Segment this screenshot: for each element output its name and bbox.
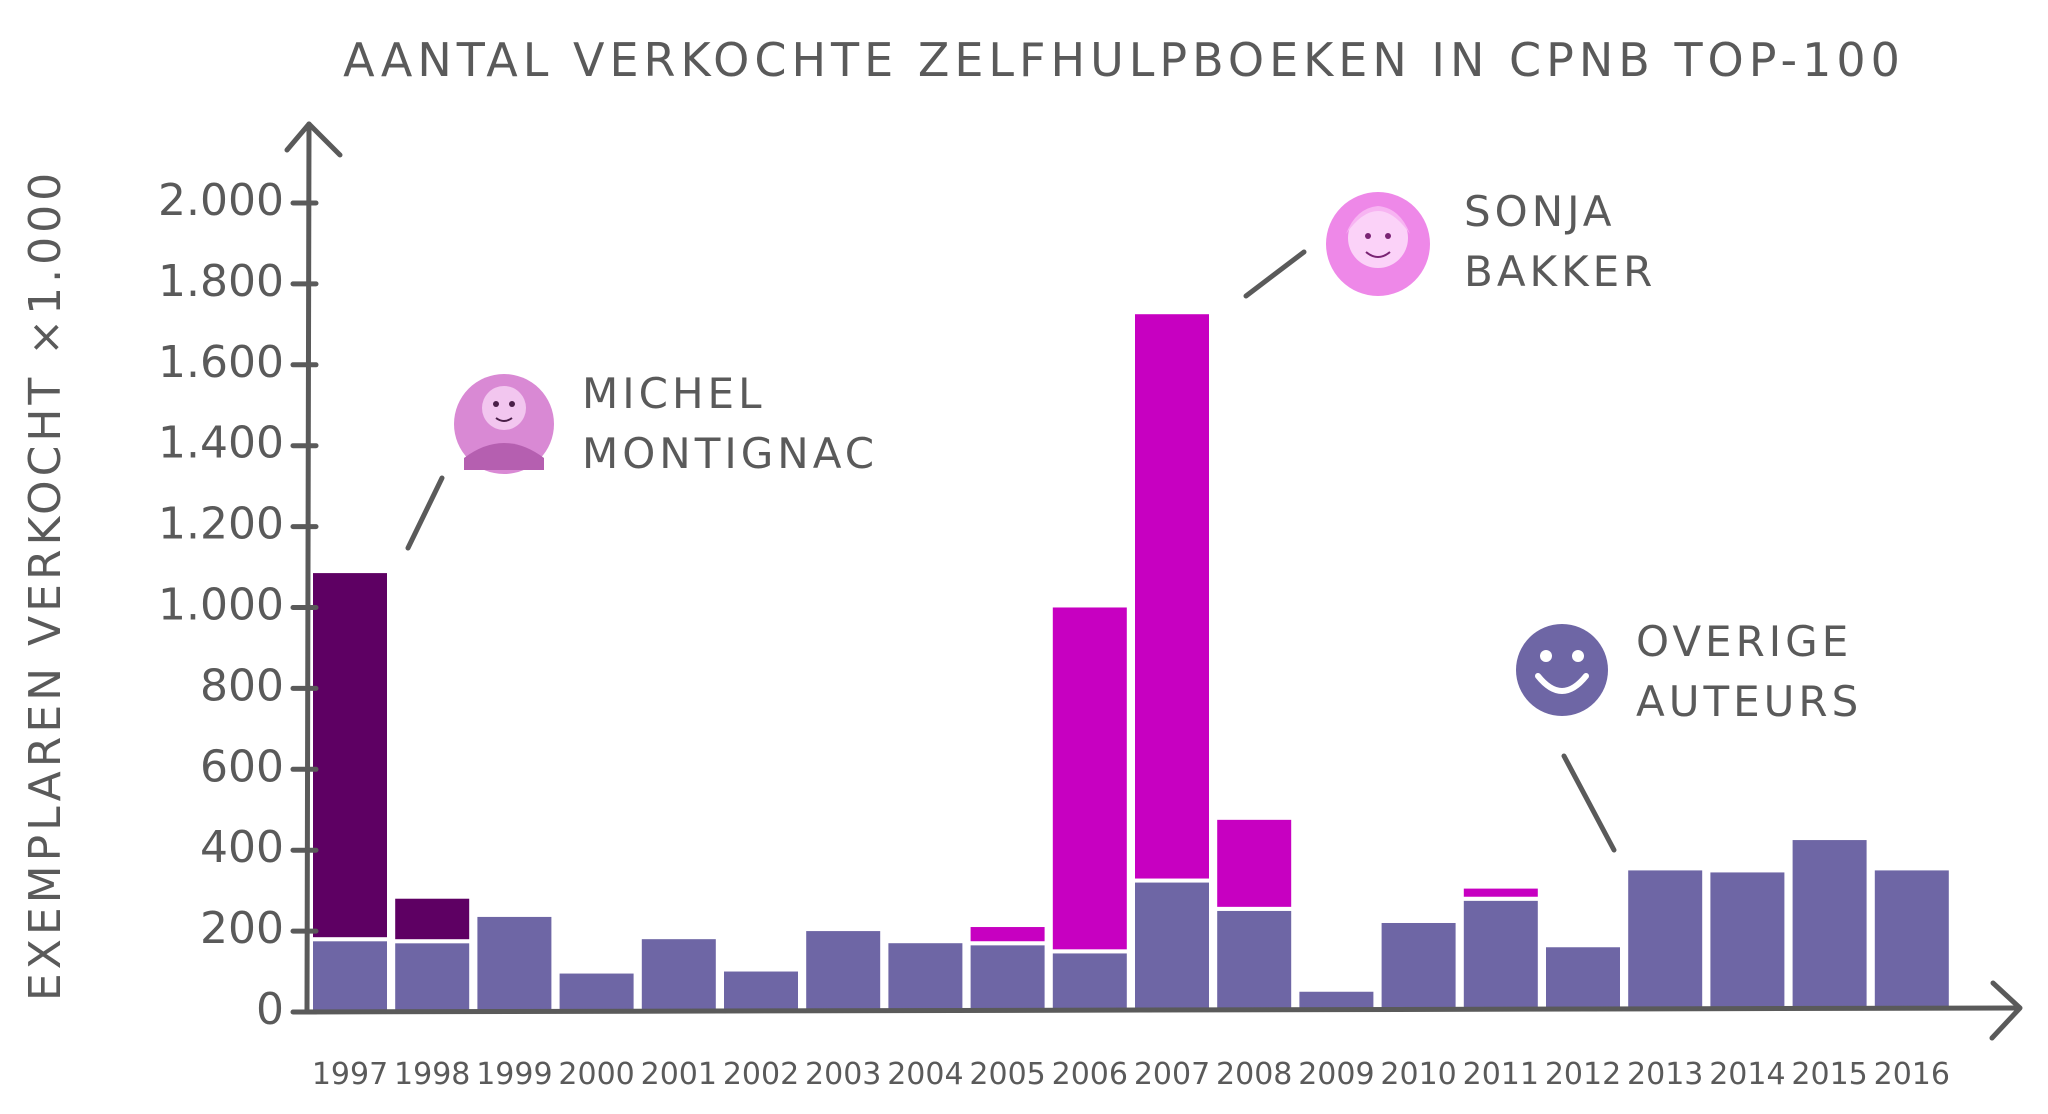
- x-tick-label: 2006: [1052, 1057, 1128, 1092]
- bar-segment: [1459, 896, 1542, 1014]
- y-tick-label: 200: [200, 903, 284, 954]
- annotation-sonja-bakker: SONJA BAKKER: [1243, 187, 1656, 299]
- x-tick-label: 2010: [1380, 1057, 1456, 1092]
- bar-segment: [391, 939, 474, 1015]
- bar-segment: [309, 937, 391, 1014]
- annotation-label-line1: MICHEL: [582, 369, 765, 418]
- annotation-label-line2: BAKKER: [1464, 247, 1656, 296]
- bar-segment: [555, 969, 638, 1014]
- y-tick-label: 800: [200, 660, 284, 711]
- x-axis-arrowhead: [1989, 980, 2023, 1041]
- annotation-label-line2: MONTIGNAC: [582, 429, 878, 478]
- bar-segment: [473, 912, 556, 1014]
- annotation-pointer-line: [1561, 753, 1617, 853]
- bar-segment: [1377, 918, 1460, 1014]
- x-tick-label: 2005: [969, 1057, 1045, 1092]
- x-tick-label: 2003: [805, 1057, 881, 1092]
- x-tick-label: 1999: [476, 1057, 552, 1092]
- y-tick-label: 2.000: [158, 175, 284, 226]
- bar-segment: [1131, 878, 1213, 1014]
- bar-segment: [1706, 868, 1789, 1014]
- annotation-label-line1: OVERIGE: [1636, 617, 1852, 666]
- x-ticks-group: 1997 1998 1999 2000 2001 2002 2003 2004 2005 2006…: [312, 1057, 1950, 1092]
- bar-segment: [1213, 815, 1296, 911]
- x-tick-label: 2015: [1791, 1057, 1867, 1092]
- y-axis: [304, 121, 312, 1013]
- x-tick-label: 2014: [1709, 1057, 1785, 1092]
- bar-segment: [1459, 884, 1542, 901]
- y-axis-arrowhead: [284, 121, 343, 158]
- annotation-label-line1: SONJA: [1464, 187, 1616, 236]
- y-tick-label: 0: [256, 984, 284, 1035]
- bar-segment: [1870, 866, 1953, 1015]
- annotation-michel-montignac: MICHEL MONTIGNAC: [405, 369, 878, 551]
- x-tick-label: 2013: [1627, 1057, 1703, 1092]
- bar-segment: [1048, 603, 1131, 954]
- y-tick-label: 1.200: [158, 499, 284, 550]
- bar-segment: [1542, 943, 1624, 1015]
- y-tick-label: 1.800: [158, 256, 284, 307]
- chart-title: AANTAL VERKOCHTE ZELFHULPBOEKEN IN CPNB …: [343, 33, 1905, 87]
- y-axis-label: EXEMPLAREN VERKOCHT ×1.000: [20, 169, 71, 1001]
- x-tick-label: 2001: [641, 1057, 717, 1092]
- bar-segment: [1131, 310, 1213, 883]
- y-ticks-group: 0 200 400 600 800 1.000 1.200 1.400 1.600 1.800 2.…: [158, 175, 319, 1035]
- bar-segment: [966, 941, 1049, 1014]
- x-tick-label: 2007: [1134, 1057, 1210, 1092]
- bar-segment: [1048, 949, 1131, 1015]
- annotation-pointer-line: [405, 475, 445, 551]
- bar-segment: [1788, 836, 1871, 1014]
- y-tick-label: 600: [200, 741, 284, 792]
- y-axis-label-group: EXEMPLAREN VERKOCHT ×1.000: [20, 169, 71, 1001]
- x-tick-label: 1998: [394, 1057, 470, 1092]
- annotation-pointer-line: [1243, 249, 1307, 299]
- x-tick-label: 2016: [1874, 1057, 1950, 1092]
- bar-segment: [720, 967, 802, 1015]
- y-tick-label: 1.600: [158, 337, 284, 388]
- bar-segment: [391, 894, 474, 944]
- x-tick-label: 2009: [1298, 1057, 1374, 1092]
- bar-segment: [309, 569, 391, 942]
- portrait-photo-icon: [1326, 192, 1430, 296]
- bar-segment: [637, 935, 720, 1014]
- smiley-face-icon: [1516, 624, 1608, 716]
- y-tick-label: 400: [200, 822, 284, 873]
- bar-segment: [884, 939, 967, 1015]
- bar-segment: [1213, 906, 1296, 1014]
- x-tick-label: 2008: [1216, 1057, 1292, 1092]
- bar-segment: [966, 923, 1049, 946]
- x-tick-label: 2004: [887, 1057, 963, 1092]
- annotation-overige-auteurs: OVERIGE AUTEURS: [1516, 617, 1862, 853]
- y-tick-label: 1.400: [158, 418, 284, 469]
- y-tick-label: 1.000: [158, 580, 284, 631]
- x-tick-label: 2000: [558, 1057, 634, 1092]
- x-tick-label: 2011: [1463, 1057, 1539, 1092]
- x-axis: [297, 1005, 2021, 1015]
- bars-group: [309, 310, 1953, 1015]
- bar-segment: [802, 927, 885, 1015]
- x-tick-label: 2012: [1545, 1057, 1621, 1092]
- x-tick-label: 2002: [723, 1057, 799, 1092]
- x-tick-label: 1997: [312, 1057, 388, 1092]
- portrait-photo-icon: [454, 374, 554, 474]
- bar-segment: [1624, 866, 1707, 1015]
- annotation-label-line2: AUTEURS: [1636, 677, 1862, 726]
